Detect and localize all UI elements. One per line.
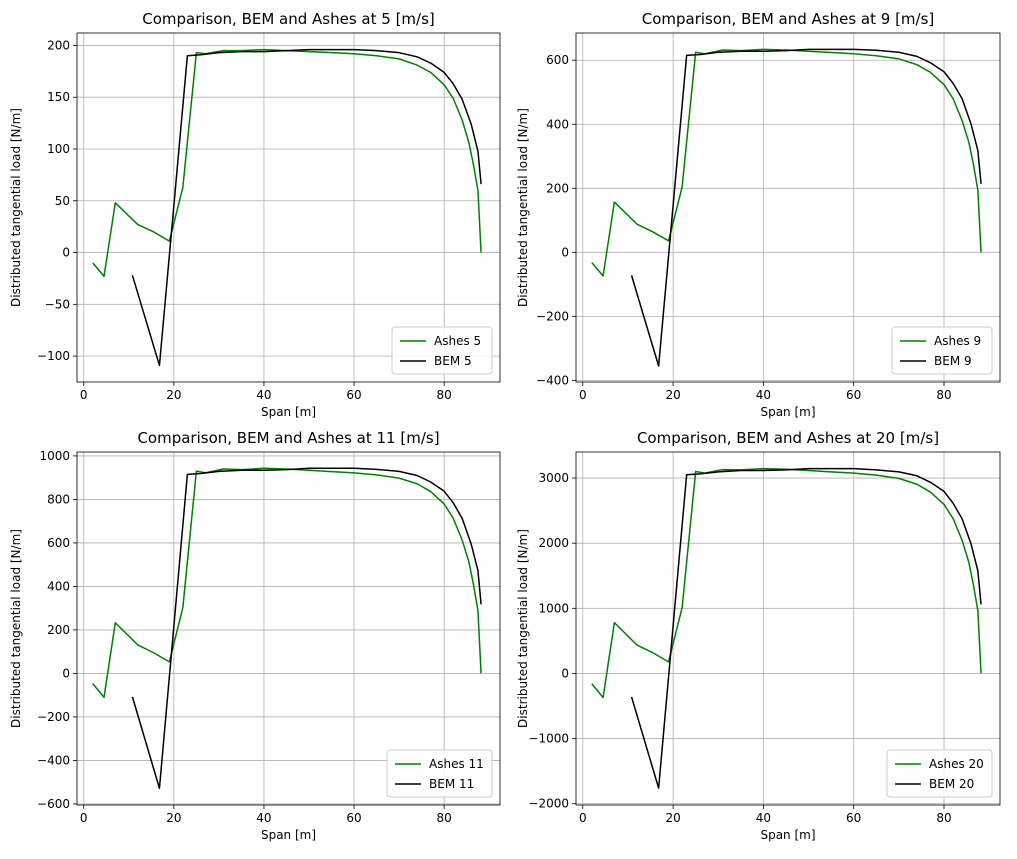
series-line-ashes-11 bbox=[92, 467, 482, 699]
series-line-bem-9 bbox=[630, 48, 982, 367]
legend-box bbox=[891, 326, 993, 375]
y-tick-label: 400 bbox=[47, 579, 70, 593]
subplot-title: Comparison, BEM and Ashes at 11 [m/s] bbox=[137, 429, 439, 447]
x-tick-label: 40 bbox=[756, 388, 771, 402]
y-tick-label: 600 bbox=[546, 53, 569, 67]
y-tick-label: 800 bbox=[47, 492, 70, 506]
y-axis-label: Distributed tangential load [N/m] bbox=[9, 108, 23, 307]
subplot-title: Comparison, BEM and Ashes at 9 [m/s] bbox=[642, 10, 935, 28]
x-tick-label: 20 bbox=[665, 388, 680, 402]
legend-label: BEM 11 bbox=[429, 777, 474, 791]
x-tick-label: 60 bbox=[846, 388, 861, 402]
y-axis-label: Distributed tangential load [N/m] bbox=[516, 108, 530, 307]
legend: Ashes 20 BEM 20 bbox=[886, 749, 993, 798]
legend: Ashes 11 BEM 11 bbox=[386, 749, 493, 798]
x-tick-label: 0 bbox=[579, 388, 587, 402]
x-tick-label: 0 bbox=[579, 811, 587, 825]
y-axis-label: Distributed tangential load [N/m] bbox=[516, 529, 530, 728]
subplot-title: Comparison, BEM and Ashes at 20 [m/s] bbox=[637, 429, 939, 447]
y-tick-label: −400 bbox=[37, 753, 70, 767]
y-tick-label: 0 bbox=[561, 666, 569, 680]
subplot-3: 0 20 40 60 80 −600 −400 −200 0 200 400 600 800 1000 Co… bbox=[9, 429, 501, 842]
y-tick-label: 150 bbox=[47, 90, 70, 104]
legend-box bbox=[886, 749, 993, 798]
x-tick-label: 60 bbox=[846, 811, 861, 825]
y-tick-label: 400 bbox=[546, 117, 569, 131]
series-line-bem-20 bbox=[630, 467, 982, 789]
x-tick-label: 20 bbox=[665, 811, 680, 825]
axes-frame bbox=[76, 32, 501, 383]
y-tick-label: 1000 bbox=[538, 601, 569, 615]
legend-label: Ashes 9 bbox=[934, 334, 981, 348]
y-tick-label: 100 bbox=[47, 142, 70, 156]
y-tick-label: −1000 bbox=[528, 732, 569, 746]
y-tick-label: 200 bbox=[47, 38, 70, 52]
y-tick-label: 200 bbox=[47, 623, 70, 637]
x-tick-label: 40 bbox=[756, 811, 771, 825]
y-tick-label: 600 bbox=[47, 536, 70, 550]
legend-label: Ashes 11 bbox=[429, 757, 484, 771]
y-tick-label: −100 bbox=[37, 349, 70, 363]
x-tick-label: 20 bbox=[166, 388, 181, 402]
y-tick-label: 50 bbox=[55, 194, 70, 208]
subplot-title: Comparison, BEM and Ashes at 5 [m/s] bbox=[142, 10, 435, 28]
y-tick-label: −200 bbox=[536, 309, 569, 323]
subplot-2: 0 20 40 60 80 −400 −200 0 200 400 600 Comparison, B… bbox=[516, 10, 1001, 419]
x-tick-label: 80 bbox=[436, 388, 451, 402]
axes-frame bbox=[76, 451, 501, 806]
subplot-4: 0 20 40 60 80 −2000 −1000 0 1000 2000 3000 Comparis… bbox=[516, 429, 1001, 842]
axes-frame bbox=[575, 32, 1001, 383]
y-tick-label: −400 bbox=[536, 373, 569, 387]
series-line-ashes-5 bbox=[92, 48, 482, 278]
y-tick-label: −600 bbox=[37, 797, 70, 811]
x-axis-label: Span [m] bbox=[261, 405, 316, 419]
y-tick-label: 1000 bbox=[39, 449, 70, 463]
x-tick-label: 0 bbox=[80, 811, 88, 825]
series-line-bem-5 bbox=[131, 48, 482, 367]
y-tick-label: 0 bbox=[62, 666, 70, 680]
x-tick-label: 40 bbox=[256, 811, 271, 825]
y-axis-label: Distributed tangential load [N/m] bbox=[9, 529, 23, 728]
legend-label: BEM 9 bbox=[934, 354, 972, 368]
axes-frame bbox=[575, 451, 1001, 806]
series-line-ashes-20 bbox=[591, 467, 982, 699]
x-axis-label: Span [m] bbox=[760, 828, 815, 842]
x-axis-label: Span [m] bbox=[760, 405, 815, 419]
series-line-ashes-9 bbox=[591, 48, 982, 277]
series-line-bem-11 bbox=[131, 467, 482, 789]
legend-label: BEM 5 bbox=[434, 354, 472, 368]
x-axis-label: Span [m] bbox=[261, 828, 316, 842]
legend-label: Ashes 20 bbox=[929, 757, 984, 771]
legend-label: Ashes 5 bbox=[434, 334, 481, 348]
x-tick-label: 80 bbox=[936, 388, 951, 402]
y-tick-label: −200 bbox=[37, 710, 70, 724]
legend: Ashes 9 BEM 9 bbox=[891, 326, 993, 375]
y-tick-label: 0 bbox=[62, 246, 70, 260]
x-tick-label: 80 bbox=[936, 811, 951, 825]
y-tick-label: 200 bbox=[546, 181, 569, 195]
y-tick-label: −50 bbox=[45, 297, 70, 311]
legend-label: BEM 20 bbox=[929, 777, 974, 791]
legend-box bbox=[386, 749, 493, 798]
y-tick-label: 3000 bbox=[538, 471, 569, 485]
x-tick-label: 60 bbox=[346, 811, 361, 825]
x-tick-label: 80 bbox=[436, 811, 451, 825]
y-tick-label: 2000 bbox=[538, 536, 569, 550]
x-tick-label: 40 bbox=[256, 388, 271, 402]
x-tick-label: 60 bbox=[346, 388, 361, 402]
legend-box bbox=[391, 326, 493, 375]
subplot-1: 0 20 40 60 80 −100 −50 0 50 100 150 200 Comparison, … bbox=[9, 10, 501, 419]
legend: Ashes 5 BEM 5 bbox=[391, 326, 493, 375]
y-tick-label: 0 bbox=[561, 245, 569, 259]
x-tick-label: 20 bbox=[166, 811, 181, 825]
y-tick-label: −2000 bbox=[528, 797, 569, 811]
x-tick-label: 0 bbox=[80, 388, 88, 402]
